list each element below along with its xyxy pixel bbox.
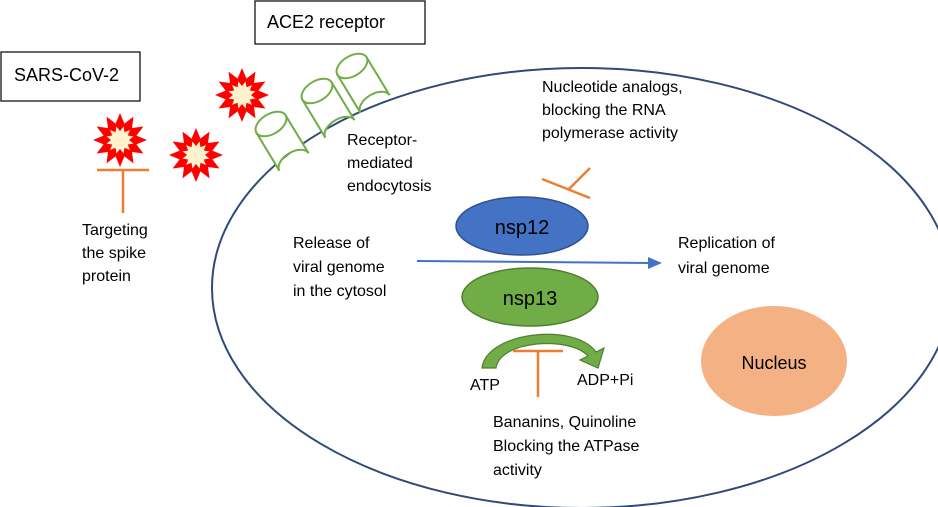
sars-cov-2-label: SARS-CoV-2 bbox=[14, 65, 119, 85]
virus-particles bbox=[93, 68, 269, 182]
nucleus: Nucleus bbox=[701, 306, 847, 416]
virus-core bbox=[106, 126, 134, 154]
bananins-label: Bananins, Quinoline Blocking the ATPase … bbox=[493, 414, 644, 479]
spike-targeting-label: Targeting the spike protein bbox=[82, 222, 152, 285]
polymerase-inhibitor-symbol bbox=[541, 167, 591, 200]
nucleus-label: Nucleus bbox=[741, 353, 806, 373]
nsp12-label: nsp12 bbox=[495, 217, 550, 239]
ace2-receptor-label: ACE2 receptor bbox=[267, 12, 385, 32]
cell-membrane bbox=[211, 67, 938, 507]
nucleotide-analogs-label: Nucleotide analogs, blocking the RNA pol… bbox=[542, 79, 687, 142]
sars-cov-2-label-box: SARS-CoV-2 bbox=[0, 51, 141, 102]
virus-core bbox=[182, 141, 210, 169]
nsp13-label: nsp13 bbox=[503, 288, 558, 310]
adp-label: ADP+Pi bbox=[577, 372, 633, 389]
nsp13-protein: nsp13 bbox=[461, 267, 599, 327]
ace2-receptor-cylinder bbox=[254, 110, 310, 172]
release-label: Release of viral genome in the cytosol bbox=[293, 235, 389, 300]
ace2-receptors bbox=[254, 52, 391, 172]
endocytosis-label: Receptor- mediated endocytosis bbox=[347, 132, 432, 195]
virus-core bbox=[228, 81, 256, 109]
atpase-inhibitor-symbol bbox=[513, 349, 563, 397]
ace2-receptor-cylinder bbox=[300, 77, 356, 139]
atp-hydrolysis-arrow bbox=[481, 333, 605, 369]
ace2-receptor-cylinder bbox=[335, 52, 391, 114]
spike-inhibitor-symbol bbox=[97, 168, 149, 213]
replication-arrow bbox=[416, 257, 662, 269]
nsp12-protein: nsp12 bbox=[455, 196, 589, 256]
atp-label: ATP bbox=[470, 377, 500, 394]
ace2-receptor-label-box: ACE2 receptor bbox=[254, 0, 426, 45]
replication-label: Replication of viral genome bbox=[678, 235, 779, 277]
